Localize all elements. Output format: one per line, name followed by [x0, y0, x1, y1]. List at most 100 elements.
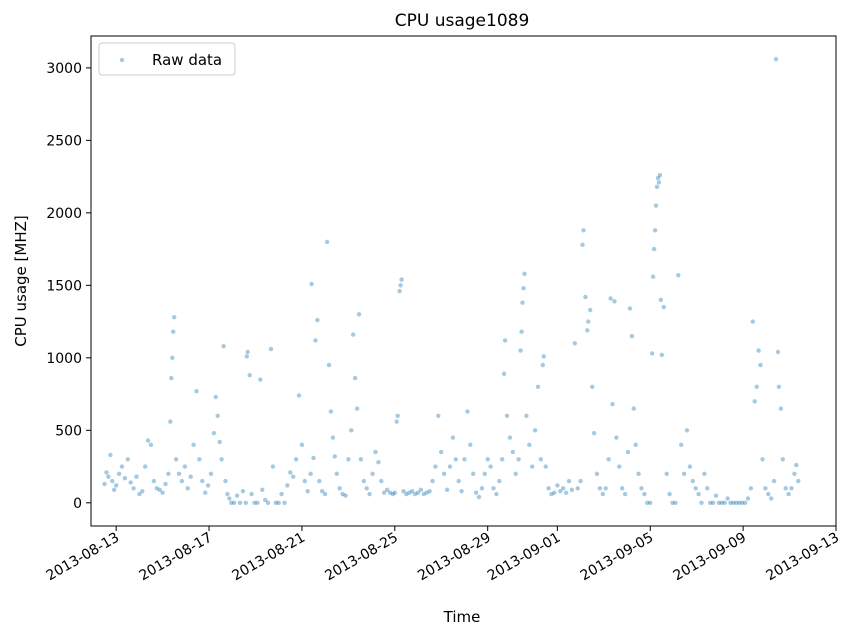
data-point — [745, 496, 751, 501]
data-point — [794, 462, 799, 468]
data-point — [453, 457, 458, 462]
data-point — [600, 491, 605, 497]
data-point — [255, 500, 260, 505]
data-point — [191, 442, 196, 447]
data-point — [276, 500, 281, 505]
data-point — [229, 500, 234, 505]
data-point — [656, 180, 662, 185]
data-point — [518, 348, 523, 353]
data-point — [268, 346, 274, 352]
data-point — [418, 487, 424, 492]
data-point — [279, 491, 284, 497]
data-point — [575, 486, 580, 491]
data-point — [232, 500, 237, 505]
data-point — [585, 328, 590, 333]
data-point — [468, 442, 473, 447]
data-point — [439, 449, 444, 455]
data-point — [305, 489, 310, 494]
data-point — [205, 483, 211, 488]
data-point — [352, 375, 358, 381]
data-point — [792, 471, 797, 476]
data-point — [299, 442, 305, 447]
data-point — [783, 486, 788, 491]
data-point — [384, 487, 390, 492]
data-point — [249, 491, 254, 497]
data-point — [558, 489, 563, 494]
data-point — [450, 435, 456, 440]
data-point — [722, 500, 727, 505]
data-point — [603, 486, 608, 491]
data-point — [215, 413, 220, 418]
legend: Raw data — [98, 42, 236, 76]
data-point — [590, 384, 595, 389]
data-point — [620, 486, 625, 491]
data-point — [322, 491, 328, 497]
data-point — [796, 478, 801, 484]
data-point — [713, 493, 719, 498]
data-point — [163, 481, 168, 487]
data-point — [217, 439, 222, 445]
data-point — [227, 496, 232, 501]
data-point — [447, 464, 453, 469]
data-point — [401, 489, 406, 494]
data-point — [588, 307, 593, 313]
data-point — [354, 406, 360, 411]
data-point — [243, 500, 248, 505]
data-point — [176, 471, 182, 476]
data-point — [507, 435, 513, 440]
data-point — [664, 471, 669, 476]
data-point — [430, 478, 435, 484]
data-point — [684, 428, 690, 433]
data-point — [424, 490, 429, 495]
data-point — [750, 319, 755, 324]
data-point — [179, 478, 185, 484]
data-point — [296, 393, 302, 398]
data-point — [392, 490, 397, 495]
data-point — [433, 464, 438, 469]
y-axis: 0 500 1000 1500 2000 2500 3000 — [46, 61, 91, 512]
data-point — [642, 491, 647, 497]
data-point — [657, 173, 663, 178]
data-point — [670, 500, 675, 505]
data-point — [494, 491, 499, 497]
data-point — [566, 478, 572, 484]
data-point — [608, 296, 613, 301]
data-point — [651, 246, 657, 252]
data-point — [131, 486, 136, 491]
data-point — [148, 442, 154, 447]
data-point — [293, 457, 299, 462]
data-point — [650, 274, 656, 279]
data-point — [308, 471, 313, 476]
data-point — [223, 478, 228, 484]
data-point — [441, 471, 447, 476]
data-point — [681, 471, 687, 476]
data-point — [521, 286, 526, 291]
data-point — [370, 471, 375, 476]
y-axis-title: CPU usage [MHZ] — [12, 215, 30, 347]
data-point — [780, 457, 785, 462]
data-point — [340, 491, 345, 497]
data-point — [786, 491, 791, 497]
data-point — [245, 349, 250, 355]
data-point — [200, 478, 205, 484]
data-point — [541, 354, 546, 359]
data-point — [404, 491, 409, 497]
data-point — [260, 487, 265, 492]
data-point — [622, 491, 628, 497]
data-point — [673, 500, 678, 505]
data-point — [778, 406, 784, 411]
data-point — [581, 228, 586, 233]
data-point — [773, 57, 779, 62]
data-point — [555, 483, 560, 488]
data-point — [606, 457, 611, 462]
data-point — [291, 474, 296, 479]
data-point — [317, 478, 322, 484]
data-point — [110, 478, 115, 484]
data-point — [351, 332, 356, 337]
data-point — [769, 496, 774, 501]
data-point — [771, 478, 777, 484]
data-point — [252, 500, 257, 505]
data-point — [114, 483, 119, 488]
data-point — [395, 413, 400, 418]
